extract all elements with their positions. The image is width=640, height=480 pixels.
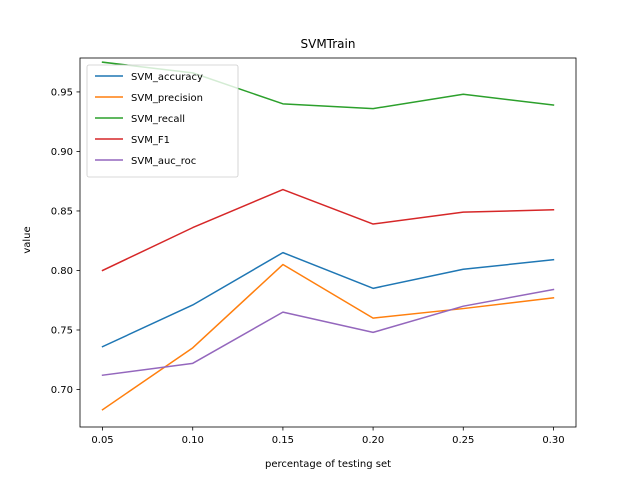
x-tick-label: 0.30 bbox=[542, 435, 564, 446]
series-line-svm-accuracy bbox=[101, 251, 555, 348]
y-tick-label: 0.80 bbox=[51, 266, 73, 277]
legend-label: SVM_accuracy bbox=[131, 72, 203, 83]
legend-label: SVM_F1 bbox=[131, 135, 170, 146]
x-tick-label: 0.05 bbox=[91, 435, 113, 446]
legend-box bbox=[86, 64, 239, 178]
y-tick-label: 0.95 bbox=[51, 87, 73, 98]
legend: SVM_accuracy SVM_precision SVM_recall SVM_F… bbox=[86, 64, 239, 178]
x-axis-title: percentage of testing set bbox=[265, 459, 391, 470]
y-tick-label: 0.90 bbox=[51, 147, 73, 158]
plot-frame bbox=[79, 57, 577, 428]
y-axis-title: value bbox=[22, 226, 33, 253]
legend-label: SVM_recall bbox=[131, 114, 185, 125]
series-line-svm-precision bbox=[101, 263, 555, 411]
series-line-svm-auc-roc bbox=[101, 288, 555, 377]
y-tick-label: 0.70 bbox=[51, 385, 73, 396]
x-tick-label: 0.25 bbox=[452, 435, 474, 446]
y-tick-label: 0.85 bbox=[51, 206, 73, 217]
chart-title: SVMTrain bbox=[301, 37, 356, 51]
x-tick-label: 0.15 bbox=[272, 435, 294, 446]
y-tick-label: 0.75 bbox=[51, 325, 73, 336]
legend-label: SVM_precision bbox=[131, 93, 203, 104]
legend-label: SVM_auc_roc bbox=[131, 156, 196, 167]
series-line-svm-f1 bbox=[101, 188, 555, 272]
x-tick-label: 0.20 bbox=[362, 435, 384, 446]
x-tick-label: 0.10 bbox=[182, 435, 204, 446]
